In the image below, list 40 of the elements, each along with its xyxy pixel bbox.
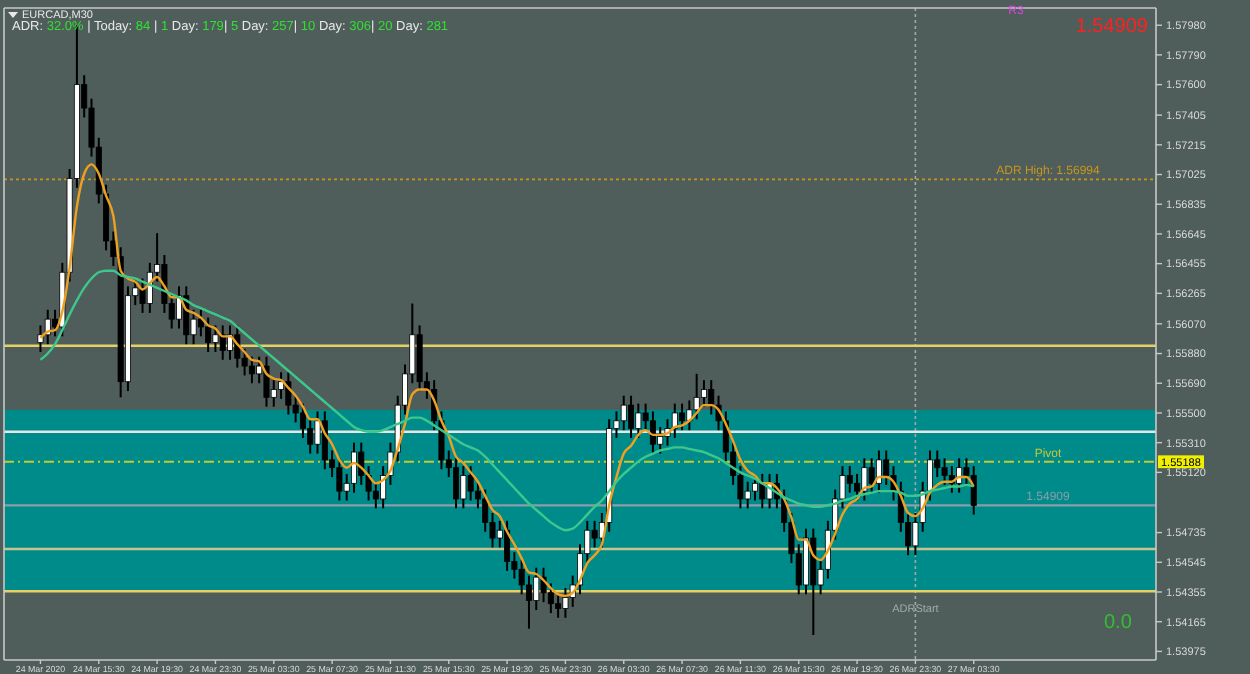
- candlestick: [504, 519, 511, 572]
- candlestick: [657, 426, 664, 455]
- candlestick: [803, 527, 810, 596]
- candlestick: [628, 394, 635, 439]
- candlestick: [482, 488, 489, 533]
- candlestick: [744, 480, 751, 510]
- candlestick: [868, 457, 875, 494]
- candlestick: [44, 308, 51, 346]
- candlestick: [278, 371, 285, 400]
- candlestick: [759, 472, 766, 510]
- candlestick: [467, 465, 474, 502]
- candlestick: [941, 457, 948, 486]
- candlestick: [212, 324, 219, 353]
- candlestick: [649, 410, 656, 455]
- candlestick: [635, 402, 642, 439]
- candlestick: [453, 457, 460, 510]
- candlestick: [205, 316, 212, 353]
- candlestick: [460, 465, 467, 510]
- candlestick: [321, 410, 328, 471]
- candlestick: [314, 410, 321, 455]
- candlestick: [708, 379, 715, 416]
- candlestick: [846, 465, 853, 494]
- candlestick: [219, 324, 226, 361]
- candlestick: [679, 402, 686, 432]
- candlestick: [854, 472, 861, 502]
- candlestick: [620, 394, 627, 432]
- candlestick: [810, 527, 817, 636]
- candlestick: [350, 441, 357, 494]
- candlestick: [336, 457, 343, 502]
- candlestick: [970, 465, 977, 516]
- candlestick: [861, 457, 868, 502]
- candlestick: [883, 449, 890, 486]
- text: 1.54909: [1075, 16, 1149, 38]
- text: 0.0: [1104, 612, 1133, 634]
- candlestick: [234, 324, 241, 369]
- candlestick: [248, 355, 255, 385]
- candlestick: [875, 449, 882, 494]
- candlestick: [263, 355, 270, 408]
- candlestick: [591, 519, 598, 549]
- candlestick: [139, 277, 146, 314]
